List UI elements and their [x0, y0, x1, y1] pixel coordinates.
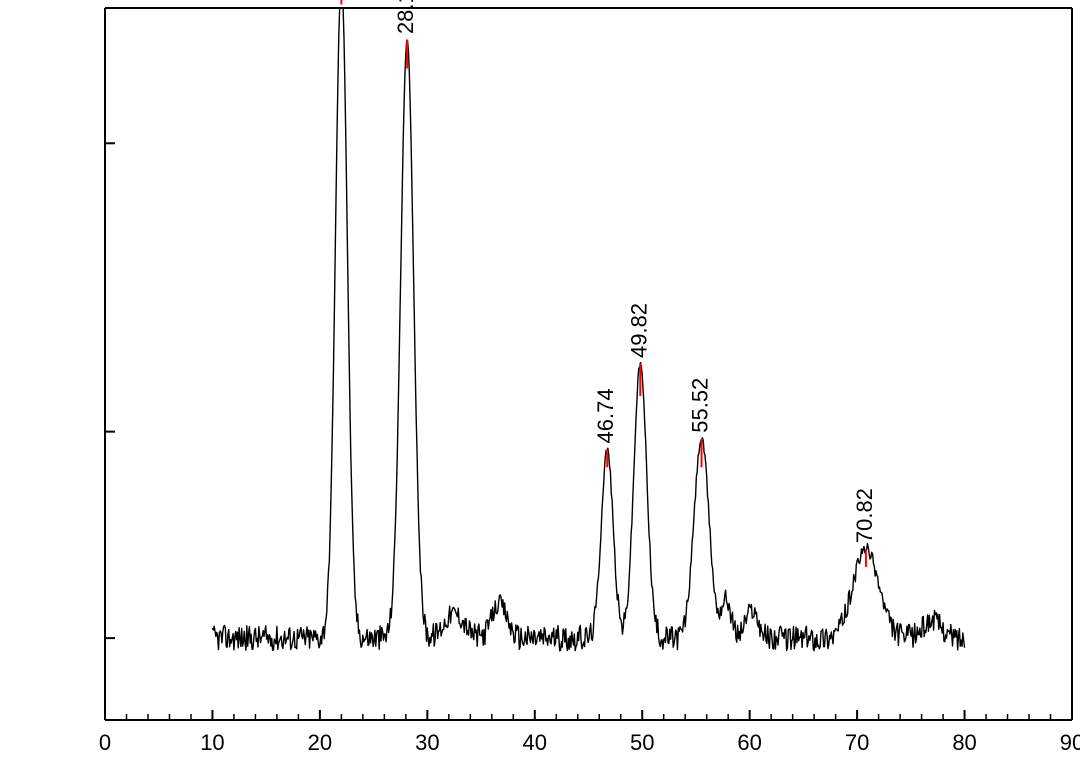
- x-tick-label: 10: [200, 730, 224, 755]
- x-tick-label: 80: [952, 730, 976, 755]
- x-tick-label: 0: [99, 730, 111, 755]
- xrd-chart: 01020304050607080902228.1246.7449.8255.5…: [0, 0, 1080, 771]
- x-tick-label: 40: [523, 730, 547, 755]
- peak-label: 49.82: [626, 303, 651, 358]
- x-tick-label: 30: [415, 730, 439, 755]
- peak-label: 55.52: [688, 378, 713, 433]
- peak-label: 46.74: [593, 388, 618, 443]
- x-tick-label: 90: [1060, 730, 1080, 755]
- x-tick-label: 20: [308, 730, 332, 755]
- x-tick-label: 70: [845, 730, 869, 755]
- peak-label: 70.82: [852, 488, 877, 543]
- chart-background: [0, 0, 1080, 771]
- x-tick-label: 60: [737, 730, 761, 755]
- x-tick-label: 50: [630, 730, 654, 755]
- peak-label: 28.12: [393, 0, 418, 34]
